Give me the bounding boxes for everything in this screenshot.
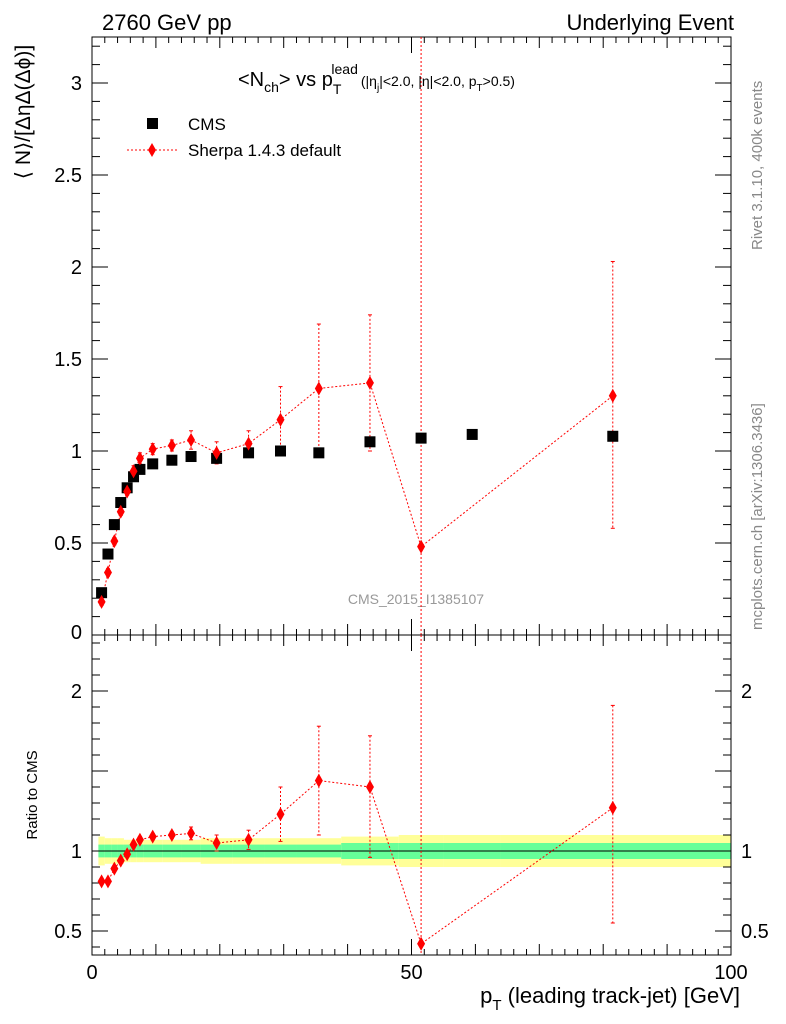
cms-point bbox=[243, 447, 255, 459]
legend: CMS Sherpa 1.4.3 default bbox=[127, 115, 341, 160]
main-ylabel: ⟨ N⟩/[ΔηΔ(Δϕ)] bbox=[12, 45, 35, 179]
cms-point bbox=[134, 463, 146, 475]
main-panel: 0.5 1 1.5 2 2.5 3 0 CMS_2015_I1385107 <Nch> vs… bbox=[12, 36, 732, 644]
y-tick-label: 0.5 bbox=[54, 533, 82, 555]
cms-point bbox=[364, 436, 376, 448]
ratio-panel: 0.5 0.5 1 1 2 2 0 50 100 Ratio to CMS bbox=[24, 634, 769, 984]
header-left: 2760 GeV pp bbox=[102, 10, 232, 35]
y-tick-label: 3 bbox=[71, 73, 82, 95]
legend-cms-marker bbox=[147, 118, 158, 129]
ratio-mc-point bbox=[148, 829, 157, 844]
ratio-y-tick-label: 0.5 bbox=[54, 921, 82, 943]
ratio-mc-point bbox=[608, 800, 617, 815]
main-lines bbox=[101, 382, 614, 602]
ratio-mc-point bbox=[314, 773, 323, 788]
legend-mc-label: Sherpa 1.4.3 default bbox=[188, 141, 341, 160]
mc-point bbox=[110, 534, 119, 549]
mc-point bbox=[97, 594, 106, 609]
plot-title: <Nch> vs pTlead(|ηj|<2.0, |η|<2.0, pT>0.… bbox=[238, 61, 515, 97]
ratio-markers bbox=[97, 773, 617, 951]
cms-point bbox=[147, 458, 159, 470]
main-tick-labels: 0.5 1 1.5 2 2.5 3 0 bbox=[54, 73, 82, 644]
x-tick-label: 100 bbox=[714, 962, 747, 984]
x-axis-label: pT (leading track-jet) [GeV] bbox=[480, 983, 740, 1014]
header-right: Underlying Event bbox=[566, 10, 734, 35]
mc-point bbox=[129, 464, 138, 479]
mc-point bbox=[276, 412, 285, 427]
cms-point bbox=[96, 587, 108, 599]
x-tick-label: 50 bbox=[400, 962, 422, 984]
mc-point bbox=[116, 504, 125, 519]
ratio-mc-point bbox=[97, 874, 106, 889]
mc-point bbox=[135, 451, 144, 466]
cms-point bbox=[607, 430, 619, 442]
main-ticks bbox=[91, 37, 732, 636]
ratio-errorbars bbox=[99, 635, 615, 955]
ratio-mc-point bbox=[103, 874, 112, 889]
mc-point bbox=[103, 565, 112, 580]
ratio-mc-point bbox=[129, 837, 138, 852]
ratio-tick-labels: 0.5 0.5 1 1 2 2 0 50 100 bbox=[54, 681, 769, 984]
x-tick-label: 0 bbox=[86, 962, 97, 984]
cms-point bbox=[102, 548, 114, 560]
mcplots-label: mcplots.cern.ch [arXiv:1306.3436] bbox=[749, 403, 766, 630]
y-tick-label: 1 bbox=[71, 441, 82, 463]
ratio-y-tick-label: 2 bbox=[71, 681, 82, 703]
ratio-mc-point bbox=[123, 847, 132, 862]
ratio-mc-point bbox=[365, 780, 374, 794]
cms-point bbox=[185, 451, 197, 463]
ratio-mc-point bbox=[167, 828, 176, 842]
cms-point bbox=[166, 454, 178, 466]
mc-point bbox=[148, 442, 157, 457]
ratio-mc-point bbox=[276, 807, 285, 822]
mc-point bbox=[314, 381, 323, 396]
mc-point bbox=[167, 438, 176, 453]
cms-point bbox=[415, 432, 427, 444]
ratio-y-tick-label-right: 2 bbox=[741, 681, 752, 703]
legend-mc-marker bbox=[148, 143, 156, 157]
rivet-label: Rivet 3.1.10, 400k events bbox=[749, 81, 766, 250]
cms-point bbox=[108, 519, 120, 531]
mc-point bbox=[187, 432, 196, 447]
ratio-mc-point bbox=[116, 853, 125, 868]
main-errorbars bbox=[99, 37, 615, 635]
mc-point bbox=[123, 484, 132, 499]
ratio-ticks bbox=[91, 635, 732, 955]
legend-cms-label: CMS bbox=[188, 115, 226, 134]
main-markers bbox=[96, 375, 619, 609]
ratio-frame bbox=[91, 634, 732, 956]
ratio-ylabel: Ratio to CMS bbox=[24, 750, 41, 839]
cms-point bbox=[313, 447, 325, 459]
y-tick-label: 2.5 bbox=[54, 165, 82, 187]
cms-point bbox=[115, 497, 127, 509]
y-tick-label-zero: 0 bbox=[71, 622, 82, 644]
mc-point bbox=[212, 445, 221, 460]
mc-point bbox=[608, 388, 617, 403]
ratio-mc-point bbox=[244, 832, 253, 847]
cms-point bbox=[275, 445, 287, 457]
ratio-mc-point bbox=[417, 936, 426, 951]
ratio-y-tick-label: 1 bbox=[71, 841, 82, 863]
ratio-mc-point bbox=[110, 861, 119, 876]
ratio-mc-point bbox=[135, 832, 144, 847]
mc-point bbox=[365, 375, 374, 390]
ratio-mc-point bbox=[212, 836, 221, 850]
ratio-y-tick-label-right: 1 bbox=[741, 841, 752, 863]
mc-line bbox=[101, 382, 614, 602]
mc-point bbox=[417, 539, 426, 554]
y-tick-label: 2 bbox=[71, 257, 82, 279]
cms-point bbox=[466, 428, 478, 440]
ratio-mc-point bbox=[187, 826, 196, 841]
ratio-y-tick-label-right: 0.5 bbox=[741, 921, 769, 943]
y-tick-label: 1.5 bbox=[54, 349, 82, 371]
mc-point bbox=[244, 436, 253, 451]
main-watermark: CMS_2015_I1385107 bbox=[348, 591, 484, 607]
